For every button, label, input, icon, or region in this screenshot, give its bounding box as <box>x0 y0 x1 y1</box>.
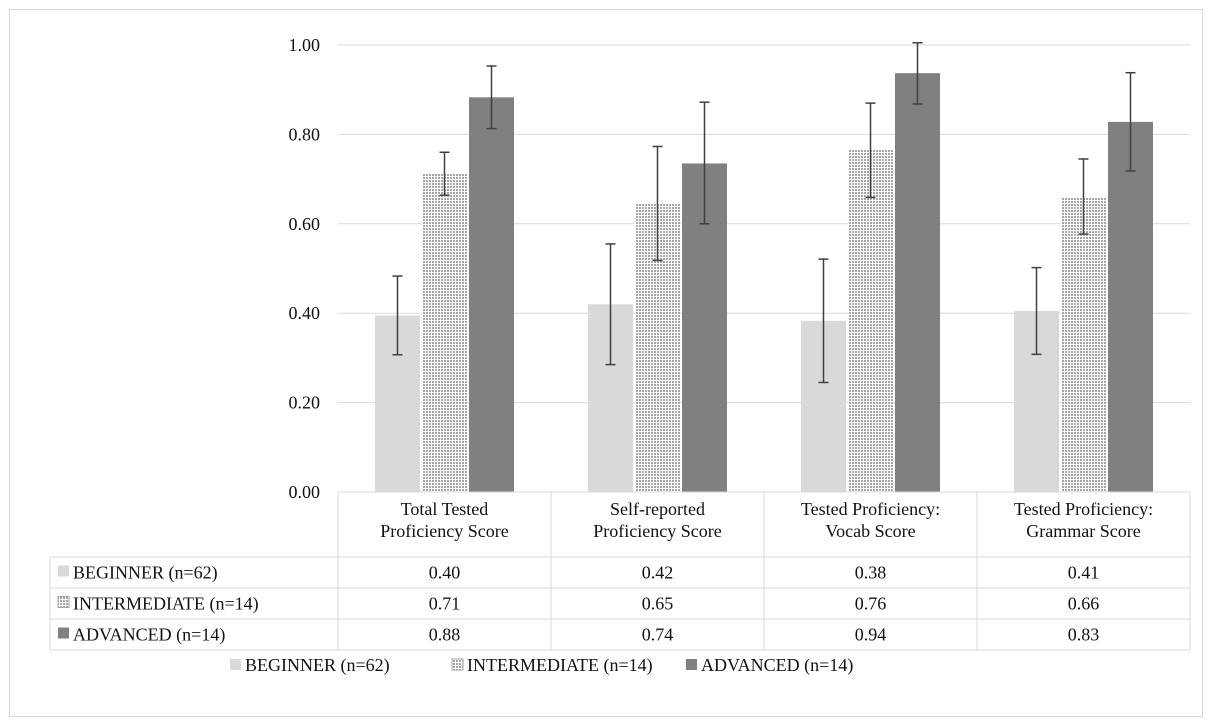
table-row-label: INTERMEDIATE (n=14) <box>73 594 259 615</box>
table-cell-value: 0.94 <box>855 625 887 645</box>
table-row-label: BEGINNER (n=62) <box>73 563 218 584</box>
legend-label: INTERMEDIATE (n=14) <box>467 655 653 676</box>
table-cell-value: 0.41 <box>1068 563 1100 583</box>
table-cell-value: 0.83 <box>1068 625 1100 645</box>
table-cell-value: 0.74 <box>642 625 674 645</box>
bar-2-0 <box>469 97 514 492</box>
bar-1-0 <box>422 173 467 492</box>
y-tick-label: 0.00 <box>289 482 321 502</box>
bar-1-2 <box>848 150 893 493</box>
category-label: Vocab Score <box>825 521 915 541</box>
category-label: Tested Proficiency: <box>801 499 940 519</box>
y-tick-label: 0.20 <box>289 393 321 413</box>
category-label: Tested Proficiency: <box>1014 499 1153 519</box>
table-cell-value: 0.71 <box>429 594 461 614</box>
table-cell-value: 0.76 <box>855 594 887 614</box>
legend-key-swatch <box>57 596 70 608</box>
legend-label: ADVANCED (n=14) <box>701 655 853 676</box>
table-cell-value: 0.42 <box>642 563 674 583</box>
table-cell-value: 0.66 <box>1068 594 1100 614</box>
category-label: Self-reported <box>610 499 705 519</box>
table-row-label: ADVANCED (n=14) <box>73 625 225 646</box>
category-label: Total Tested <box>401 499 489 519</box>
y-tick-label: 0.60 <box>289 214 321 234</box>
category-label: Proficiency Score <box>380 521 508 541</box>
table-cell-value: 0.38 <box>855 563 887 583</box>
category-label: Grammar Score <box>1026 521 1140 541</box>
y-tick-label: 1.00 <box>289 35 321 55</box>
table-cell-value: 0.88 <box>429 625 461 645</box>
table-cell-value: 0.40 <box>429 563 461 583</box>
legend-key-swatch <box>58 627 69 639</box>
legend-label: BEGINNER (n=62) <box>245 655 390 676</box>
table-cell-value: 0.65 <box>642 594 674 614</box>
legend-swatch <box>686 659 697 670</box>
legend-swatch <box>451 658 464 671</box>
bar-1-3 <box>1061 196 1106 493</box>
bar-2-3 <box>1108 121 1153 492</box>
legend-key-swatch <box>58 565 69 577</box>
bar-2-2 <box>895 73 940 492</box>
category-label: Proficiency Score <box>593 521 721 541</box>
legend-swatch <box>230 659 241 670</box>
y-tick-label: 0.80 <box>289 124 321 144</box>
y-tick-label: 0.40 <box>289 303 321 323</box>
